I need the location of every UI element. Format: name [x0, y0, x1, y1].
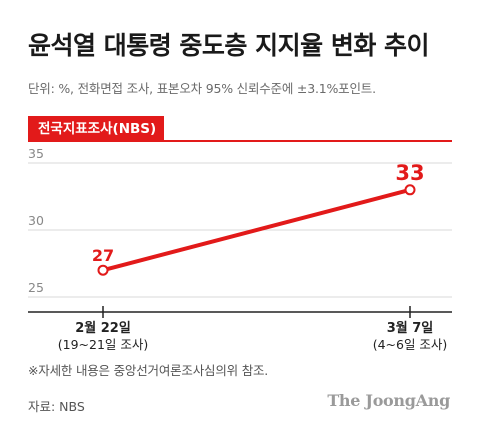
x-ticks [102, 306, 411, 318]
x-tick-label-1: 3월 7일 [387, 320, 434, 336]
data-label-0: 27 [92, 246, 114, 265]
data-labels: 27 33 [92, 161, 425, 265]
data-point-0 [97, 264, 109, 276]
y-gridlines [28, 162, 452, 298]
line-chart: 25 30 35 27 33 2월 22일(19~21일 조사) 3월 7일(4~6일 … [28, 146, 452, 352]
series-line-group [101, 187, 412, 273]
data-point-1 [404, 184, 416, 196]
x-tick-label-0: 2월 22일 [75, 320, 131, 336]
survey-badge: 전국지표조사(NBS) [28, 116, 165, 142]
source-label: 자료: NBS [28, 399, 85, 414]
data-points [97, 184, 416, 276]
y-tick-label-30: 30 [28, 213, 44, 228]
x-tick-sublabel-0: (19~21일 조사) [58, 337, 149, 352]
series-line [101, 187, 412, 273]
x-tick-sublabel-1: (4~6일 조사) [373, 337, 448, 352]
page-title: 윤석열 대통령 중도층 지지율 변화 추이 [28, 31, 430, 60]
publisher-logo: The JoongAng [327, 391, 450, 410]
x-tick-labels: 2월 22일(19~21일 조사) 3월 7일(4~6일 조사) [58, 320, 448, 352]
y-tick-labels: 25 30 35 [28, 146, 44, 295]
data-label-1: 33 [395, 161, 424, 185]
y-tick-label-25: 25 [28, 280, 44, 295]
footnote: ※자세한 내용은 중앙선거여론조사심의위 참조. [28, 363, 269, 378]
y-tick-label-35: 35 [28, 146, 44, 161]
badge-underline [28, 140, 452, 142]
unit-note: 단위: %, 전화면접 조사, 표본오차 95% 신뢰수준에 ±3.1%포인트. [28, 81, 376, 96]
